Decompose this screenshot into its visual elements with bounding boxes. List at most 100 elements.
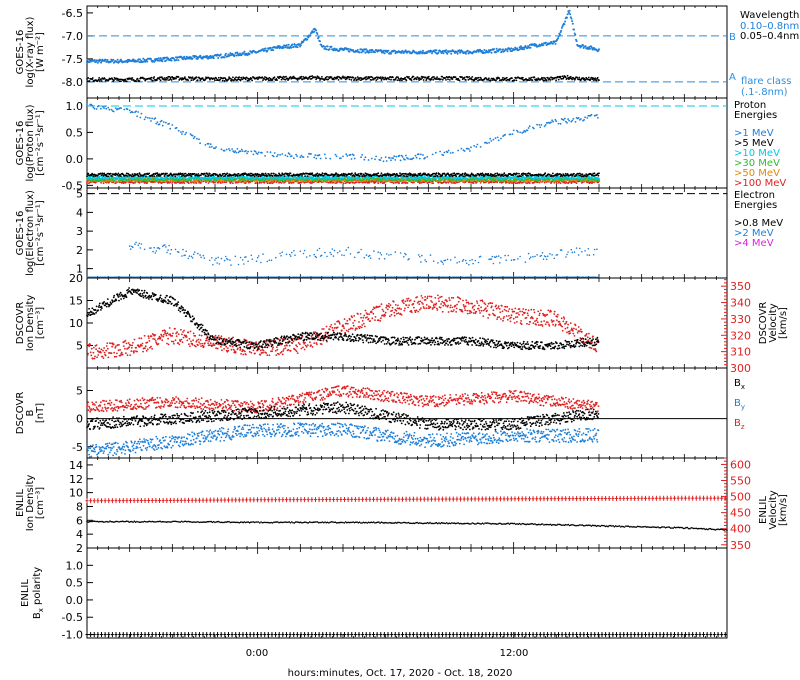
proton-band-5-point [349,181,352,184]
proton-1mev-point [156,121,159,123]
xray-short-point [338,49,341,52]
xray-short-point [282,46,285,49]
proton-1mev-point [100,107,102,110]
proton-1mev-point [379,159,382,162]
xray-long-point [232,76,234,79]
proton-1mev-point [207,142,210,145]
proton-band-3-point [227,178,230,181]
xray-short-point [328,48,331,51]
proton-band-2-point [107,177,109,180]
xray-flare-label-1: flare class [741,76,791,87]
proton-band-5-point [225,181,228,184]
proton-1mev-point [273,152,276,154]
proton-1mev-point [149,117,151,119]
xray-short-point [205,56,208,59]
proton-band-4-point [168,180,171,183]
proton-1mev-point [192,137,195,140]
xray-short-point [325,48,328,51]
proton-ytick-label: 1.0 [66,100,84,113]
xray-short-point [569,13,572,16]
xray-ylabel: GOES-16 log(X-ray flux) [W m⁻²] [15,16,46,87]
proton-1mev-point [364,156,367,159]
proton-1mev-point [555,120,558,123]
proton-1mev-point [533,127,535,130]
proton-1mev-point [562,119,565,121]
xray-short-point [569,16,572,19]
proton-1mev-point [228,148,230,150]
proton-band-4-point [529,180,531,183]
xray-short-point [567,11,570,14]
xray-short-point [266,49,269,52]
proton-1mev-point [144,116,147,119]
xray-short-point [319,40,321,43]
proton-1mev-point [180,131,182,133]
proton-1mev-point [110,108,113,111]
proton-band-5-point [193,182,195,184]
proton-1mev-point [393,155,396,158]
xray-long-point [219,78,222,81]
xray-long-point [184,76,186,79]
proton-1mev-point [486,142,488,145]
xray-ref-label-A: A [729,72,736,83]
xray-long-point [340,77,343,80]
proton-1mev-point [231,148,234,150]
xray-short-point [573,28,575,31]
xray-long-point [356,78,358,81]
proton-1mev-point [384,156,387,159]
xray-long-point [324,76,327,79]
xray-short-point [564,20,567,23]
xray-long-point [447,78,449,81]
xray-short-point [145,58,148,61]
proton-1mev-point [277,153,279,156]
proton-1mev-point [114,107,117,109]
proton-1mev-point [404,158,406,161]
xray-short-point [455,51,458,54]
xray-short-point [269,47,272,50]
xray-short-point [542,44,545,47]
xray-long-point [251,79,254,82]
proton-1mev-point [235,151,238,154]
proton-1mev-point [240,148,243,151]
proton-1mev-point [324,153,326,156]
xray-short-point [330,45,333,48]
xray-long-point [505,76,508,79]
proton-1mev-point [443,151,446,154]
xray-long-point [228,76,231,79]
xray-long-point [213,77,216,80]
proton-1mev-point [504,133,506,136]
proton-band-4-point [540,180,543,183]
xray-short-point [550,41,553,43]
proton-1mev-point [550,121,552,124]
proton-1mev-point [512,129,515,132]
xray-short-point [570,17,573,20]
xray-short-point [370,51,373,54]
xray-short-point [139,58,142,61]
proton-1mev-point [150,120,152,122]
xray-long-point [342,75,344,78]
xray-long-point [189,76,192,79]
xray-long-point [569,75,572,78]
xray-long-point [427,77,429,80]
proton-1mev-point [552,120,554,123]
xray-short-point [571,20,574,23]
proton-1mev-point [325,157,327,160]
xray-short-point [454,52,456,54]
xray-long-point [286,77,289,80]
proton-1mev-point [557,122,560,125]
proton-1mev-point [346,155,349,157]
proton-1mev-point [538,124,541,126]
xray-short-point [506,50,509,53]
xray-long-point [316,75,319,78]
proton-1mev-point [567,118,569,120]
proton-1mev-point [279,154,281,156]
proton-1mev-point [586,117,589,119]
proton-1mev-point [136,115,139,118]
proton-1mev-point [350,158,353,160]
proton-band-5-point [432,182,435,185]
proton-1mev-point [352,154,355,157]
xray-long-point [125,80,128,83]
xray-long-point [136,77,139,80]
proton-1mev-point [392,157,394,160]
xray-short-point [459,51,462,54]
xray-short-point [495,47,498,50]
